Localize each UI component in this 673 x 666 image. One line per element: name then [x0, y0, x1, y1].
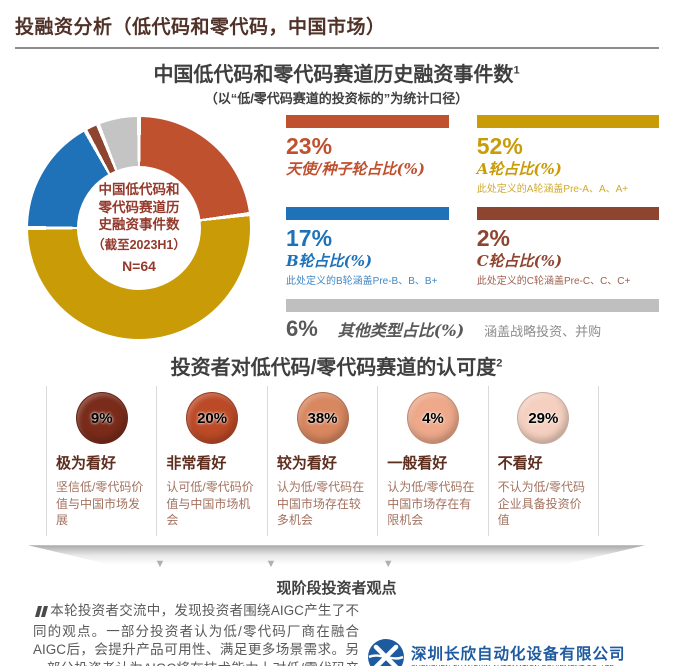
rating-label: 极为看好 — [56, 455, 117, 473]
angel-seed-percent: 23% — [286, 133, 333, 159]
funding-stats: 23% 天使/种子轮占比(%) 52% A轮占比(%) 此处定义的A轮涵盖Pre… — [286, 112, 659, 342]
viewpoint-quote-area: 深圳长欣自动化设备有限公司 SHENZHEN CHANGXIN AUTOMATI… — [0, 602, 673, 666]
company-name-cn: 深圳长欣自动化设备有限公司 — [411, 646, 626, 664]
donut-center-line: （截至2023H1） — [92, 238, 186, 253]
round-b-label: B轮占比(%) — [286, 252, 373, 271]
rating-percent: 9% — [90, 409, 113, 427]
round-a-percent: 52% — [476, 133, 523, 159]
viewpoint-section: 现阶段投资者观点 深圳长欣自动化设备有限公司 SHENZHEN CHANGXIN… — [0, 577, 673, 666]
rating-description: 不认为低/零代码企业具备投资价值 — [497, 480, 585, 527]
investor-quote: 本轮投资者交流中，发现投资者围绕AIGC产生了不同的观点。一部分投资者认为低/零… — [33, 602, 643, 666]
down-arrow-icon: ▼ — [382, 558, 394, 571]
round-b-note: 此处定义的B轮涵盖Pre-B、B、B+ — [286, 276, 438, 288]
rating-description: 认为低/零代码在中国市场存在较多机会 — [276, 480, 365, 527]
rating-label: 较为看好 — [276, 455, 337, 473]
rating-description: 坚信低/零代码价值与中国市场发展 — [56, 480, 144, 527]
funnel-bar — [28, 545, 645, 565]
recognition-section: 投资者对低代码/零代码赛道的认可度2 9% 极为看好 坚信低/零代码价值与中国市… — [0, 351, 673, 537]
round-a-note: 此处定义的A轮涵盖Pre-A、A、A+ — [476, 184, 629, 196]
other-line: 6% 其他类型占比(%) 涵盖战略投资、并购 — [286, 316, 659, 342]
donut-center-line: 中国低代码和 — [98, 181, 180, 197]
footnote-marker-2: 2 — [496, 357, 503, 370]
rating-label: 一般看好 — [387, 455, 448, 473]
funding-subtitle: （以“低/零代码赛道的投资标的”为统计口径） — [204, 91, 469, 106]
page-title: 投融资分析（低代码和零代码，中国市场） — [15, 17, 386, 38]
round-c-bar — [476, 207, 659, 221]
rating-circle: 9% — [75, 392, 128, 445]
stat-angel-seed: 23% 天使/种子轮占比(%) — [286, 115, 449, 195]
stat-other: 6% 其他类型占比(%) 涵盖战略投资、并购 — [286, 299, 659, 342]
rating-circle: 38% — [296, 392, 349, 445]
rating-circle: 4% — [406, 392, 459, 445]
stat-round-c: 2% C轮占比(%) 此处定义的C轮涵盖Pre-C、C、C+ — [476, 207, 659, 288]
company-logo-text: 深圳长欣自动化设备有限公司 SHENZHEN CHANGXIN AUTOMATI… — [411, 642, 626, 666]
title-underline — [15, 47, 659, 49]
round-b-percent: 17% — [286, 225, 333, 252]
funding-body: 中国低代码和 零代码赛道历 史融资事件数 （截至2023H1） N=64 23%… — [0, 107, 673, 342]
recognition-title-text: 投资者对低代码/零代码赛道的认可度 — [170, 357, 497, 380]
rating-description: 认可低/零代码价值与中国市场机会 — [166, 480, 254, 527]
round-a-label: A轮占比(%) — [476, 160, 562, 179]
down-arrow-icon: ▼ — [154, 558, 166, 571]
rating-label: 不看好 — [497, 455, 543, 473]
donut-sample-size: N=64 — [122, 257, 156, 274]
recognition-title: 投资者对低代码/零代码赛道的认可度2 — [0, 351, 673, 380]
rating-circle: 29% — [517, 392, 570, 445]
funding-section: 中国低代码和零代码赛道历史融资事件数1 （以“低/零代码赛道的投资标的”为统计口… — [0, 58, 673, 342]
donut-center-label: 中国低代码和 零代码赛道历 史融资事件数 （截至2023H1） N=64 — [77, 166, 201, 290]
company-logo: 深圳长欣自动化设备有限公司 SHENZHEN CHANGXIN AUTOMATI… — [367, 638, 643, 666]
round-a-bar — [476, 115, 659, 128]
round-c-percent: 2% — [476, 225, 510, 252]
stat-round-a: 52% A轮占比(%) 此处定义的A轮涵盖Pre-A、A、A+ — [476, 115, 659, 196]
other-note: 涵盖战略投资、并购 — [484, 324, 602, 340]
other-bar — [286, 299, 659, 313]
rating-percent: 29% — [528, 409, 559, 427]
round-c-note: 此处定义的C轮涵盖Pre-C、C、C+ — [476, 276, 631, 288]
viewpoint-title: 现阶段投资者观点 — [276, 580, 397, 598]
rating-percent: 20% — [197, 409, 228, 427]
angel-seed-label: 天使/种子轮占比(%) — [286, 160, 425, 179]
donut-center-line: 史融资事件数 — [98, 217, 180, 233]
funding-title-text: 中国低代码和零代码赛道历史融资事件数 — [153, 64, 514, 86]
funding-title: 中国低代码和零代码赛道历史融资事件数1 — [0, 58, 673, 87]
rating-label: 非常看好 — [166, 455, 227, 473]
angel-seed-note — [286, 180, 449, 192]
rating-circle: 20% — [186, 392, 239, 445]
footnote-marker-1: 1 — [513, 64, 520, 77]
down-arrow-icon: ▼ — [265, 558, 277, 571]
company-logo-icon — [368, 639, 404, 666]
rating-percent: 4% — [422, 409, 444, 427]
recognition-grid: 9% 极为看好 坚信低/零代码价值与中国市场发展 20% 非常看好 认可低/零代… — [46, 386, 599, 537]
funnel-graphic: ▼ ▼ ▼ — [28, 545, 645, 575]
other-percent: 6% — [286, 316, 318, 342]
round-c-label: C轮占比(%) — [476, 252, 563, 271]
other-label: 其他类型占比(%) — [337, 321, 465, 341]
open-quote-icon — [35, 604, 48, 623]
investor-quote-text: 本轮投资者交流中，发现投资者围绕AIGC产生了不同的观点。一部分投资者认为低/零… — [33, 603, 359, 666]
donut-chart-wrap: 中国低代码和 零代码赛道历 史融资事件数 （截至2023H1） N=64 — [28, 112, 260, 342]
stat-round-b: 17% B轮占比(%) 此处定义的B轮涵盖Pre-B、B、B+ — [286, 207, 449, 287]
rating-column-negative: 29% 不看好 不认为低/零代码企业具备投资价值 — [487, 386, 598, 537]
donut-chart: 中国低代码和 零代码赛道历 史融资事件数 （截至2023H1） N=64 — [28, 117, 250, 339]
rating-percent: 38% — [307, 409, 338, 427]
rating-column-neutral: 4% 一般看好 认为低/零代码在中国市场存在有限机会 — [377, 386, 487, 537]
rating-column-strongly-positive: 9% 极为看好 坚信低/零代码价值与中国市场发展 — [46, 386, 156, 537]
donut-center-line: 零代码赛道历 — [98, 199, 180, 215]
rating-description: 认为低/零代码在中国市场存在有限机会 — [387, 480, 475, 527]
angel-seed-bar — [286, 115, 449, 128]
round-b-bar — [286, 207, 449, 221]
rating-column-fairly-positive: 38% 较为看好 认为低/零代码在中国市场存在较多机会 — [266, 386, 377, 537]
page-header: 投融资分析（低代码和零代码，中国市场） — [0, 0, 673, 49]
rating-column-very-positive: 20% 非常看好 认可低/零代码价值与中国市场机会 — [156, 386, 266, 537]
